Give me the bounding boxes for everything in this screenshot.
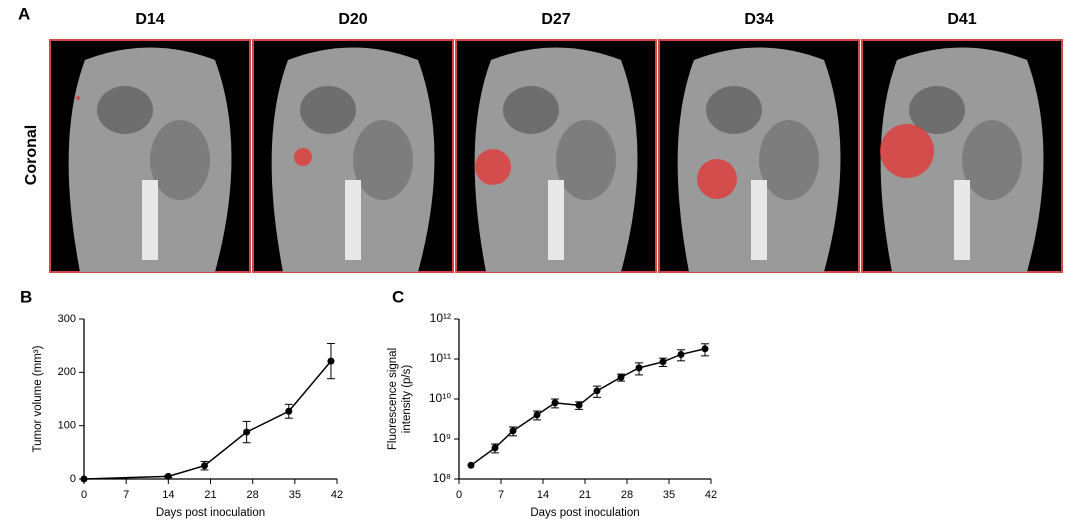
day-label: D27 xyxy=(541,11,570,28)
ct-spine xyxy=(548,180,564,260)
tumor xyxy=(294,148,312,166)
y-axis-title: intensity (p/s) xyxy=(401,365,413,434)
ct-spine xyxy=(345,180,361,260)
data-point xyxy=(635,364,643,372)
y-tick-label: 200 xyxy=(58,366,76,378)
data-point xyxy=(467,461,475,469)
y-tick-label: 10⁸ xyxy=(433,471,451,485)
x-tick-label: 14 xyxy=(162,489,174,501)
ct-organ xyxy=(706,86,762,134)
x-tick-label: 14 xyxy=(537,489,549,501)
data-point xyxy=(677,350,685,358)
tumor xyxy=(475,149,511,185)
panel-label: B xyxy=(20,287,32,306)
x-axis-title: Days post inoculation xyxy=(530,507,639,519)
x-tick-label: 28 xyxy=(247,489,259,501)
ct-organ xyxy=(909,86,965,134)
data-point xyxy=(551,399,559,407)
x-tick-label: 28 xyxy=(621,489,633,501)
tumor xyxy=(76,96,80,100)
data-point xyxy=(80,475,88,483)
y-tick-label: 100 xyxy=(58,420,76,432)
data-point xyxy=(575,401,583,409)
ct-organ xyxy=(150,120,210,200)
x-tick-label: 7 xyxy=(498,489,504,501)
tumor xyxy=(880,124,934,178)
data-point xyxy=(327,357,335,365)
x-tick-label: 0 xyxy=(81,489,87,501)
ct-organ xyxy=(97,86,153,134)
data-point xyxy=(200,462,208,470)
y-tick-label: 300 xyxy=(58,313,76,325)
ct-spine xyxy=(954,180,970,260)
y-tick-label: 0 xyxy=(70,473,76,485)
data-line xyxy=(470,348,706,466)
view-label: Coronal xyxy=(23,125,40,185)
y-tick-label: 10⁹ xyxy=(433,431,452,445)
day-label: D41 xyxy=(947,11,976,28)
x-tick-label: 35 xyxy=(663,489,675,501)
data-point xyxy=(285,407,293,415)
x-tick-label: 42 xyxy=(705,489,717,501)
data-point xyxy=(243,428,251,436)
ct-organ xyxy=(353,120,413,200)
day-label: D20 xyxy=(338,11,367,28)
data-point xyxy=(701,345,709,353)
tumor xyxy=(697,159,737,199)
y-tick-label: 10¹¹ xyxy=(430,351,451,365)
x-tick-label: 0 xyxy=(456,489,462,501)
ct-spine xyxy=(142,180,158,260)
x-tick-label: 42 xyxy=(331,489,343,501)
ct-organ xyxy=(503,86,559,134)
x-tick-label: 7 xyxy=(123,489,129,501)
x-axis-title: Days post inoculation xyxy=(156,507,265,519)
ct-organ xyxy=(300,86,356,134)
y-tick-label: 10¹⁰ xyxy=(429,391,451,405)
data-point xyxy=(509,427,517,435)
x-tick-label: 21 xyxy=(204,489,216,501)
data-point xyxy=(491,444,499,452)
panel-label: C xyxy=(392,287,404,306)
ct-spine xyxy=(751,180,767,260)
day-label: D14 xyxy=(135,11,164,28)
day-label: D34 xyxy=(744,11,773,28)
y-axis-title: Tumor volume (mm³) xyxy=(32,345,44,452)
data-line xyxy=(83,360,332,480)
data-point xyxy=(593,387,601,395)
x-tick-label: 35 xyxy=(289,489,301,501)
data-point xyxy=(533,411,541,419)
data-point xyxy=(659,358,667,366)
ct-organ xyxy=(759,120,819,200)
ct-organ xyxy=(962,120,1022,200)
y-tick-label: 10¹² xyxy=(430,311,451,325)
ct-organ xyxy=(556,120,616,200)
data-point xyxy=(164,472,172,480)
panel-label: A xyxy=(18,4,30,23)
data-point xyxy=(617,373,625,381)
x-tick-label: 21 xyxy=(579,489,591,501)
y-axis-title: Fluorescence signal xyxy=(387,348,399,450)
